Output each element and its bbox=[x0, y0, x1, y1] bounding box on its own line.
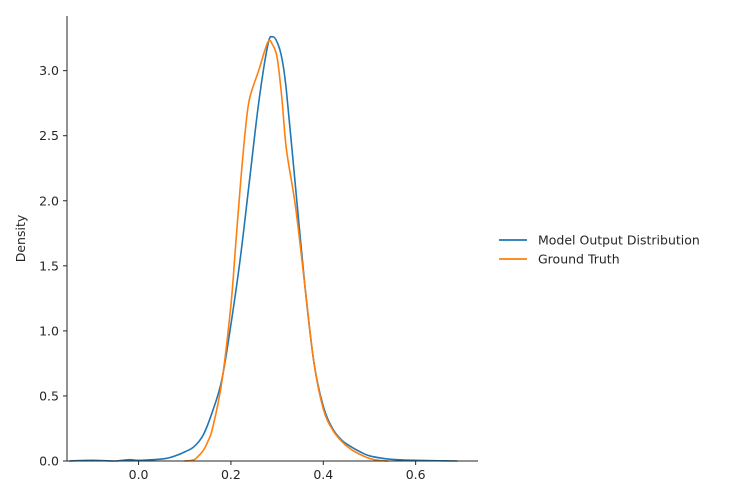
legend-label: Model Output Distribution bbox=[538, 233, 700, 248]
y-tick-label: 0.0 bbox=[39, 454, 59, 469]
legend-label: Ground Truth bbox=[538, 252, 620, 267]
legend: Model Output Distribution Ground Truth bbox=[499, 233, 700, 267]
series-line-ground-truth bbox=[183, 39, 389, 462]
series-line-model-output bbox=[68, 35, 459, 462]
y-tick-label: 2.0 bbox=[39, 193, 59, 208]
plot-series bbox=[68, 35, 459, 462]
y-axis-label: Density bbox=[13, 214, 28, 262]
x-axis-ticks: 0.0 0.2 0.4 0.6 bbox=[129, 461, 426, 482]
x-tick-label: 0.0 bbox=[129, 467, 149, 482]
y-tick-label: 3.0 bbox=[39, 63, 59, 78]
y-tick-label: 0.5 bbox=[39, 388, 59, 403]
y-tick-label: 2.5 bbox=[39, 128, 59, 143]
y-tick-label: 1.5 bbox=[39, 258, 59, 273]
x-tick-label: 0.4 bbox=[313, 467, 333, 482]
y-tick-label: 1.0 bbox=[39, 323, 59, 338]
x-tick-label: 0.6 bbox=[406, 467, 426, 482]
y-axis-ticks: 0.0 0.5 1.0 1.5 2.0 2.5 3.0 bbox=[39, 63, 67, 469]
x-tick-label: 0.2 bbox=[221, 467, 241, 482]
